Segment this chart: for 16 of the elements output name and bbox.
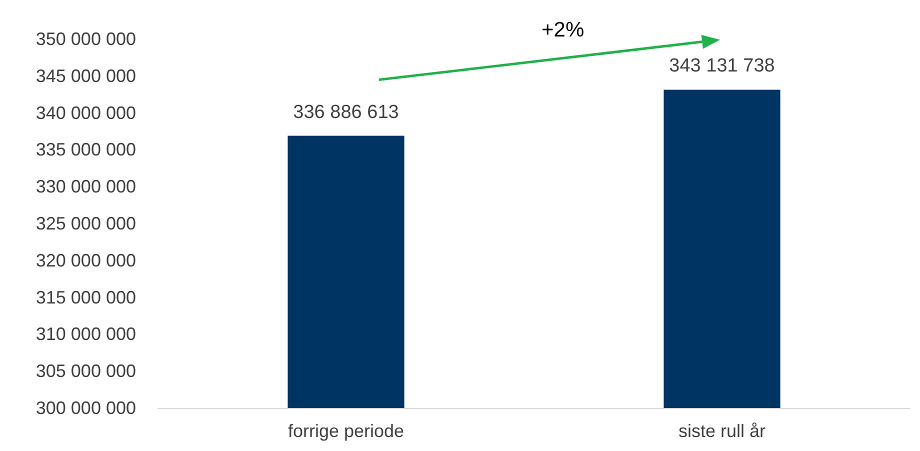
y-tick-label: 330 000 000 (36, 176, 136, 197)
data-label: 343 131 738 (669, 56, 775, 77)
y-tick-label: 345 000 000 (36, 66, 136, 86)
x-tick-label: siste rull år (678, 421, 766, 441)
y-tick-label: 320 000 000 (36, 250, 136, 270)
data-label: 336 886 613 (293, 102, 399, 123)
y-tick-label: 310 000 000 (36, 324, 136, 344)
annotation: +2% (542, 18, 584, 42)
y-tick-label: 325 000 000 (36, 214, 136, 234)
y-tick-label: 350 000 000 (36, 29, 136, 49)
y-tick-label: 305 000 000 (36, 361, 136, 382)
y-tick-label: 340 000 000 (36, 102, 136, 123)
x-tick-label: forrige periode (288, 421, 404, 441)
y-tick-label: 300 000 000 (36, 398, 136, 418)
y-tick-label: 315 000 000 (36, 287, 136, 308)
y-tick-label: 335 000 000 (36, 140, 136, 160)
